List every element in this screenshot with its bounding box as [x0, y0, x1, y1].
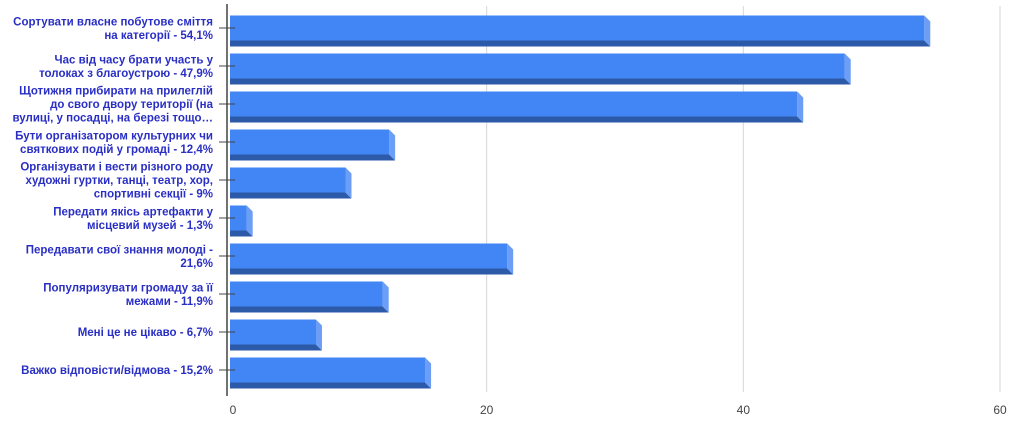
category-label-line: Передавати свої знання молоді - [26, 244, 213, 256]
category-label-line: толоках з благоустрою - 47,9% [39, 68, 213, 80]
category-label-line: Важко відповісти/відмова - 15,2% [21, 365, 213, 377]
bar-side-face [425, 357, 432, 389]
bar [230, 167, 346, 193]
bar-side-face [507, 243, 514, 275]
bar-side-face [345, 167, 352, 199]
bar [230, 281, 383, 307]
bar-bottom-face [230, 306, 389, 313]
bar-side-face [246, 205, 253, 237]
bar [230, 53, 845, 79]
category-label: Щотижня прибирати на прилеглій до свого д… [13, 86, 214, 125]
category-label-line: Сортувати власне побутове сміття [13, 16, 213, 28]
category-label-line: вулиці, у посадці, на березі тощо… [13, 113, 214, 125]
category-label-line: художні гуртки, танці, театр, хор, [25, 175, 213, 187]
category-label-line: спортивні секції - 9% [94, 189, 213, 201]
category-label: Сортувати власне побутове сміття на катег… [13, 16, 213, 42]
category-label: Популяризувати громаду за її межами - 11,… [43, 282, 213, 308]
bar-bottom-face [230, 40, 931, 47]
bar [230, 357, 426, 383]
bar [230, 15, 925, 41]
bar-side-face [382, 281, 389, 313]
category-label-line: на категорії - 54,1% [104, 30, 213, 42]
category-label: Важко відповісти/відмова - 15,2% [21, 365, 213, 377]
category-label-line: Організувати і вести різного роду [20, 162, 213, 174]
category-label-line: Щотижня прибирати на прилеглій [19, 86, 213, 98]
category-label-line: 21,6% [180, 258, 213, 270]
category-label: Бути організатором культурних чи святкови… [15, 130, 213, 156]
x-tick-label: 20 [480, 403, 494, 417]
category-label: Передавати свої знання молоді - 21,6% [26, 244, 213, 270]
bar-bottom-face [230, 230, 253, 237]
bar-side-face [924, 15, 931, 47]
bar [230, 205, 247, 231]
bar-bottom-face [230, 382, 432, 389]
bar-side-face [844, 53, 851, 85]
bar-bottom-face [230, 192, 352, 199]
bar [230, 91, 798, 117]
bar-bottom-face [230, 344, 322, 351]
x-tick-label: 0 [230, 403, 237, 417]
category-label: Передати якісь артефакти у місцевий музей… [53, 206, 213, 232]
category-label-line: місцевий музей - 1,3% [87, 220, 213, 232]
category-label-line: Популяризувати громаду за її [43, 282, 213, 294]
category-label-line: Мені це не цікаво - 6,7% [78, 327, 213, 339]
x-tick-label: 40 [737, 403, 751, 417]
bar-bottom-face [230, 268, 514, 275]
category-label: Мені це не цікаво - 6,7% [78, 327, 213, 339]
bar-bottom-face [230, 154, 396, 161]
category-label-line: Бути організатором культурних чи [15, 130, 213, 142]
bar [230, 129, 390, 155]
x-tick-label: 60 [993, 403, 1007, 417]
bar [230, 243, 508, 269]
category-label-line: межами - 11,9% [126, 296, 213, 308]
bar-side-face [797, 91, 804, 123]
bar-bottom-face [230, 116, 804, 123]
category-label-line: святкових подій у громаді - 12,4% [20, 144, 213, 156]
category-label-line: до свого двору території (на [50, 99, 213, 111]
bar [230, 319, 316, 345]
bar-side-face [315, 319, 322, 351]
category-label: Час від часу брати участь у толоках з бла… [39, 54, 214, 80]
bar-side-face [389, 129, 396, 161]
category-label: Організувати і вести різного роду художні… [20, 162, 213, 201]
category-label-line: Передати якісь артефакти у [53, 206, 213, 218]
category-label-line: Час від часу брати участь у [55, 54, 214, 66]
bar-bottom-face [230, 78, 851, 85]
